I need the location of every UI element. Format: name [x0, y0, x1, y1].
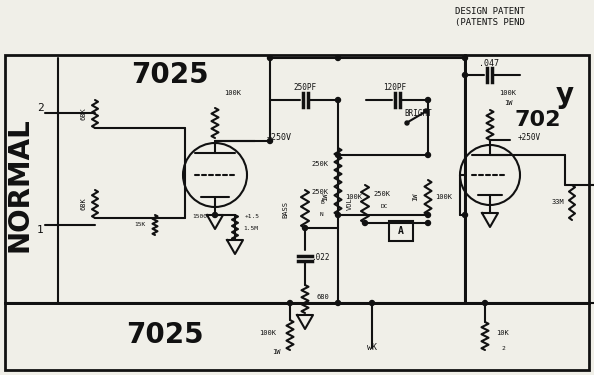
- Text: 7025: 7025: [126, 321, 204, 349]
- Text: 250K: 250K: [311, 161, 328, 167]
- Circle shape: [463, 213, 467, 217]
- Text: 2: 2: [37, 103, 43, 113]
- Text: 1.5M: 1.5M: [244, 225, 258, 231]
- Text: B: B: [320, 200, 324, 204]
- Text: +250V: +250V: [518, 132, 541, 141]
- Circle shape: [362, 220, 368, 225]
- Text: 100K: 100K: [500, 90, 517, 96]
- Text: BASS: BASS: [282, 201, 288, 217]
- Text: 250PF: 250PF: [293, 84, 317, 93]
- Text: 10K: 10K: [497, 330, 510, 336]
- Text: 100K: 100K: [260, 330, 276, 336]
- Text: +1.5: +1.5: [245, 214, 260, 219]
- Text: DESIGN PATENT: DESIGN PATENT: [455, 8, 525, 16]
- Text: 1W: 1W: [412, 193, 418, 201]
- Circle shape: [482, 300, 488, 306]
- Text: 7025: 7025: [131, 61, 209, 89]
- Circle shape: [425, 153, 431, 158]
- Text: wK: wK: [367, 344, 377, 352]
- Circle shape: [336, 98, 340, 102]
- Text: 100K: 100K: [225, 90, 242, 96]
- Circle shape: [267, 56, 273, 60]
- Circle shape: [267, 138, 273, 144]
- Circle shape: [287, 300, 292, 306]
- Text: 68K: 68K: [80, 198, 86, 210]
- Circle shape: [425, 98, 431, 102]
- Circle shape: [336, 153, 340, 158]
- Circle shape: [336, 56, 340, 60]
- Text: y: y: [556, 81, 574, 109]
- Circle shape: [336, 300, 340, 306]
- Text: 250K: 250K: [311, 189, 328, 195]
- Text: .022: .022: [311, 254, 329, 262]
- Text: +250V: +250V: [267, 134, 292, 142]
- Text: DC: DC: [380, 204, 388, 209]
- Circle shape: [463, 56, 467, 60]
- Text: 1W: 1W: [271, 349, 280, 355]
- Circle shape: [213, 213, 217, 217]
- Text: 2: 2: [501, 345, 505, 351]
- Text: VOL: VOL: [347, 198, 353, 210]
- Text: 15K: 15K: [134, 222, 146, 228]
- Text: 100K: 100K: [435, 194, 453, 200]
- Text: 1500: 1500: [192, 214, 207, 219]
- Text: 1W: 1W: [504, 100, 512, 106]
- Circle shape: [463, 72, 467, 78]
- Circle shape: [302, 225, 308, 231]
- Circle shape: [425, 220, 431, 225]
- Text: N: N: [320, 213, 324, 217]
- Circle shape: [424, 109, 428, 113]
- Text: 702: 702: [515, 110, 561, 130]
- Text: NORMAL: NORMAL: [6, 118, 34, 252]
- Text: 68K: 68K: [80, 108, 86, 120]
- Text: 1: 1: [37, 225, 43, 235]
- Circle shape: [405, 121, 409, 125]
- Circle shape: [425, 213, 431, 217]
- Circle shape: [369, 300, 374, 306]
- Text: 680: 680: [317, 294, 330, 300]
- Circle shape: [336, 213, 340, 217]
- Text: BRIGHT: BRIGHT: [404, 108, 432, 117]
- Text: 1W: 1W: [322, 193, 328, 201]
- Text: 100K: 100K: [346, 194, 362, 200]
- Text: 120PF: 120PF: [384, 84, 406, 93]
- Text: 250K: 250K: [374, 191, 390, 197]
- Text: A: A: [398, 226, 404, 236]
- Text: 33M: 33M: [552, 199, 564, 205]
- Text: .047: .047: [479, 58, 499, 68]
- Text: (PATENTS PEND: (PATENTS PEND: [455, 18, 525, 27]
